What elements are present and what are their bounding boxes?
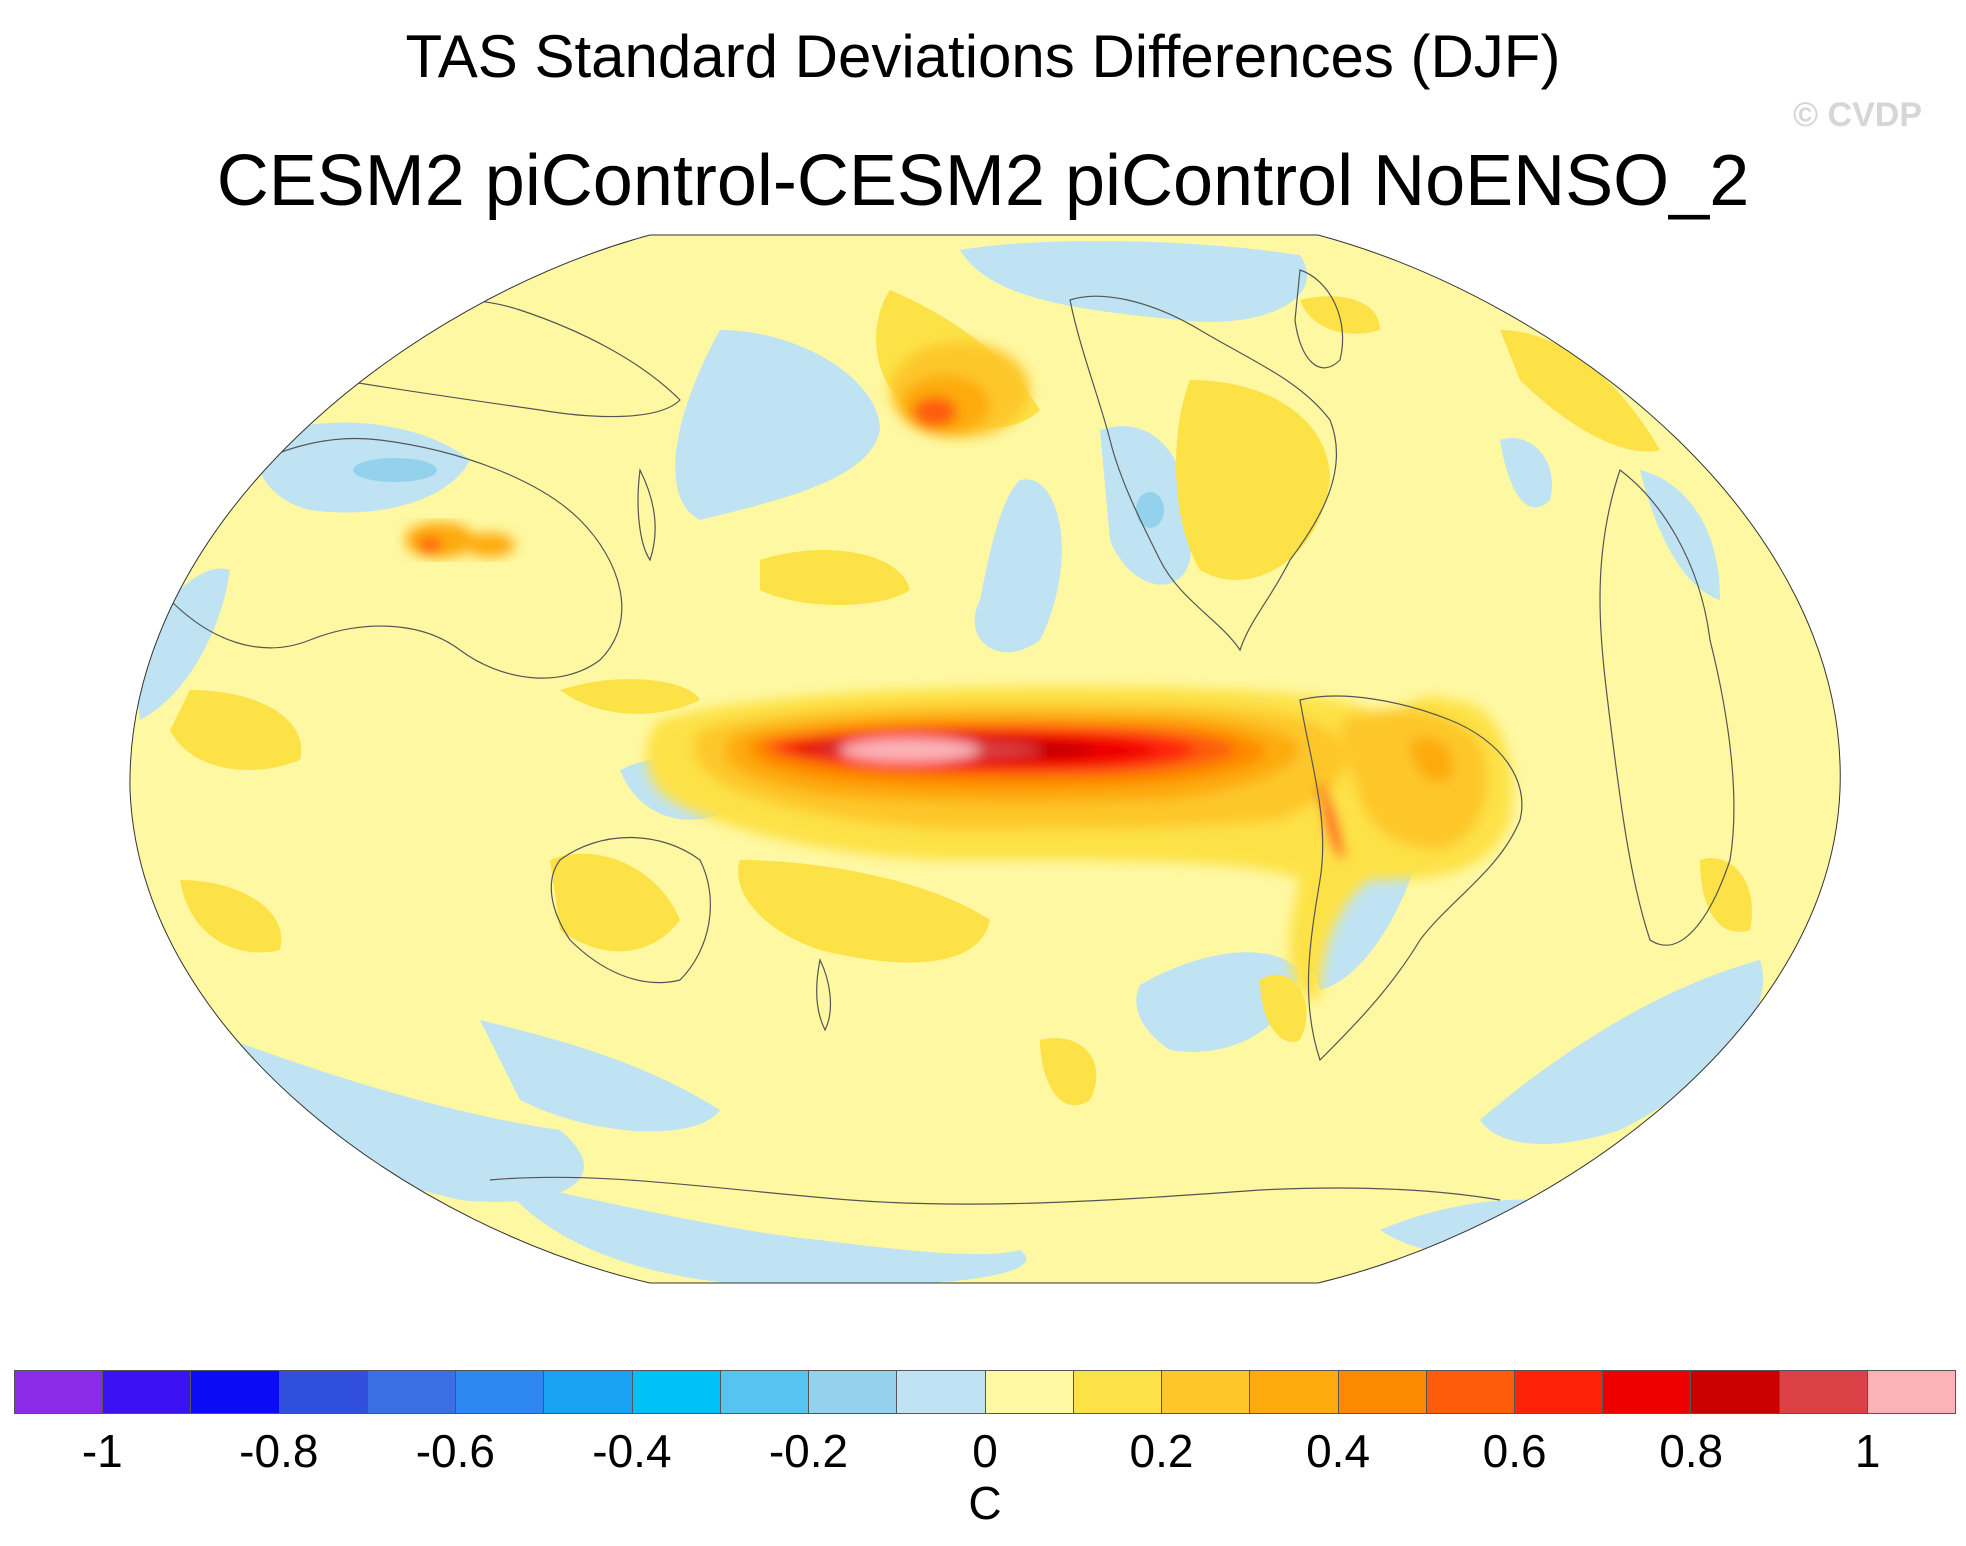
coastline-north-america (1069, 295, 1338, 652)
field-region (675, 330, 880, 520)
colorbar-swatch (456, 1371, 545, 1413)
field-region (1480, 960, 1764, 1144)
map-field (129, 235, 1841, 1283)
field-region (480, 1020, 720, 1132)
colorbar-tick-label: -0.2 (768, 1425, 849, 1477)
field-region (180, 880, 282, 953)
field-region (974, 479, 1062, 653)
field-region (1136, 492, 1164, 528)
colorbar-tick-label: 0.4 (1306, 1425, 1371, 1477)
coastline-antarctica (489, 1176, 1501, 1205)
colorbar-swatch (15, 1371, 104, 1413)
colorbar-tick-label: -0.8 (239, 1425, 319, 1477)
coastline-africa (1599, 469, 1735, 946)
field-region (960, 240, 1308, 322)
colorbar-swatch (809, 1371, 898, 1413)
field-region (1410, 737, 1453, 783)
colorbar-unit-label: C (968, 1477, 1002, 1529)
field-region (1136, 952, 1300, 1052)
colorbar-swatch (103, 1371, 192, 1413)
map-boundary (129, 234, 1841, 1284)
field-region (1318, 780, 1345, 860)
field-negative-cores (353, 458, 1164, 528)
field-region (550, 853, 680, 952)
alaska-anomaly (890, 342, 1030, 438)
field-region (1700, 858, 1752, 932)
colorbar-swatch (720, 1371, 810, 1413)
colorbar-tick-label: 0.2 (1129, 1425, 1194, 1477)
colorbar-swatch (1603, 1371, 1692, 1413)
colorbar-swatch (1514, 1371, 1604, 1413)
coastline-new-zealand (816, 958, 831, 1032)
field-region (405, 522, 475, 558)
colorbar (14, 1370, 1956, 1414)
field-region (1260, 974, 1307, 1042)
field-region (913, 397, 957, 427)
field-region (738, 860, 990, 963)
colorbar-swatch (1867, 1371, 1956, 1413)
field-region (170, 690, 302, 770)
colorbar-tick-label: 0.8 (1659, 1425, 1724, 1477)
colorbar-tick-label: -1 (81, 1425, 123, 1477)
colorbar-swatch (1250, 1371, 1339, 1413)
chart-subtitle: CESM2 piControl-CESM2 piControl NoENSO_2 (216, 141, 1750, 221)
field-region (300, 277, 450, 334)
field-region (1176, 380, 1330, 580)
field-region (560, 679, 700, 714)
field-region (1300, 296, 1380, 334)
coastlines (169, 269, 1735, 1205)
field-region (840, 738, 980, 762)
coastline-australia (550, 837, 711, 984)
colorbar-tick-label: 0.6 (1482, 1425, 1547, 1477)
field-region (1340, 709, 1488, 850)
field-region (465, 533, 515, 557)
field-region (1500, 330, 1660, 452)
asia-anomaly (405, 522, 515, 558)
field-region (1500, 438, 1552, 508)
colorbar-swatch (1779, 1371, 1868, 1413)
coastline-japan (637, 467, 656, 562)
cvdp-watermark: © CVDP (1793, 96, 1922, 134)
colorbar-tick-label: 0 (972, 1425, 998, 1477)
chart-title: TAS Standard Deviations Differences (DJF… (405, 23, 1561, 90)
colorbar-swatch (279, 1371, 368, 1413)
field-region (418, 537, 442, 553)
colorbar-swatch (897, 1371, 986, 1413)
colorbar-swatch (632, 1371, 721, 1413)
colorbar-tick-label: -0.6 (415, 1425, 495, 1477)
coastline-asia (169, 437, 623, 679)
field-region (130, 568, 230, 720)
field-region (353, 458, 437, 482)
coastline-south-america (1299, 695, 1523, 1062)
field-region (760, 550, 910, 605)
field-region (1040, 1038, 1097, 1106)
colorbar-swatch (544, 1371, 633, 1413)
enso-anomaly (646, 686, 1513, 1000)
field-region (500, 1180, 1027, 1283)
colorbar-swatch (985, 1371, 1074, 1413)
colorbar-swatch (1426, 1371, 1515, 1413)
colorbar-swatch (1162, 1371, 1251, 1413)
field-region (1640, 470, 1720, 600)
coastline-greenland (1294, 269, 1344, 369)
colorbar-swatch (1691, 1371, 1780, 1413)
colorbar-swatch (1073, 1371, 1163, 1413)
colorbar-swatch (367, 1371, 457, 1413)
colorbar-tick-label: 1 (1854, 1425, 1881, 1477)
field-region (1300, 844, 1420, 990)
colorbar-tick-label: -0.4 (592, 1425, 672, 1477)
colorbar-swatch (1338, 1371, 1427, 1413)
colorbar-swatch (191, 1371, 280, 1413)
